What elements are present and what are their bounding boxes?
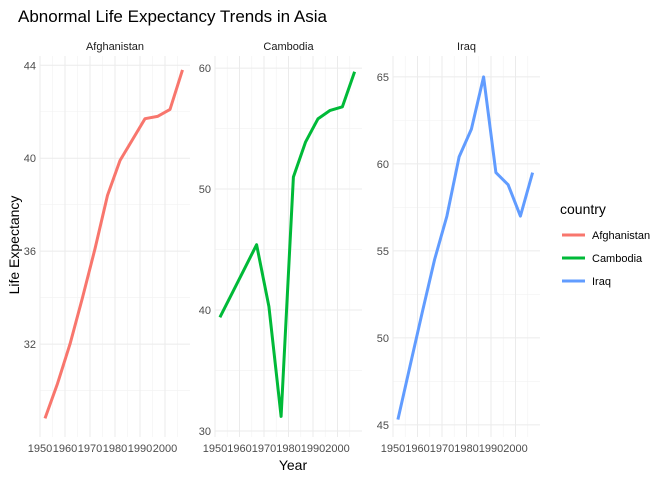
x-tick-label: 1970 [430, 443, 454, 455]
x-tick-label: 1950 [28, 443, 52, 455]
x-tick-label: 2000 [325, 443, 349, 455]
x-tick-label: 2000 [503, 443, 527, 455]
x-axis-label: Year [279, 457, 308, 473]
x-tick-label: 1950 [203, 443, 227, 455]
y-tick-label: 60 [377, 159, 389, 171]
x-tick-label: 1960 [53, 443, 77, 455]
y-tick-label: 55 [377, 246, 389, 258]
y-tick-label: 32 [24, 339, 36, 351]
series-line-cambodia [218, 71, 357, 418]
x-tick-label: 1970 [252, 443, 276, 455]
y-tick-label: 50 [377, 333, 389, 345]
y-tick-label: 30 [199, 426, 211, 438]
legend-title: country [560, 201, 606, 217]
panel-cambodia: 1950 1960 1970 1980 1990 2000 30 40 50 60 Cambodia [199, 41, 362, 455]
facet-label: Afghanistan [86, 41, 144, 53]
legend-item: Iraq [562, 276, 611, 288]
y-tick-label: 60 [199, 63, 211, 75]
x-tick-label: 1980 [103, 443, 127, 455]
legend-label: Iraq [592, 276, 611, 288]
x-tick-label: 1960 [405, 443, 429, 455]
y-axis-label: Life Expectancy [6, 196, 22, 295]
x-tick-label: 1990 [301, 443, 325, 455]
facet-label: Cambodia [263, 41, 314, 53]
y-tick-label: 65 [377, 72, 389, 84]
x-tick-label: 1950 [381, 443, 405, 455]
x-tick-label: 2000 [153, 443, 177, 455]
series-line-afghanistan [43, 69, 184, 419]
legend-label: Afghanistan [592, 230, 650, 242]
x-tick-label: 1960 [227, 443, 251, 455]
y-tick-label: 40 [199, 305, 211, 317]
legend-item: Cambodia [562, 253, 643, 265]
y-tick-label: 44 [24, 60, 36, 72]
x-tick-label: 1980 [276, 443, 300, 455]
facet-panels: 1950 1960 1970 1980 1990 200032364044Afghanis… [24, 41, 540, 455]
y-tick-label: 36 [24, 246, 36, 258]
panel-afghanistan: 1950 1960 1970 1980 1990 2000 32 36 40 44 Afghanis… [24, 41, 190, 455]
y-tick-label: 45 [377, 420, 389, 432]
y-tick-label: 40 [24, 153, 36, 165]
legend: country Afghanistan Cambodia Iraq [560, 201, 650, 288]
panel-iraq: 1950 1960 1970 1980 1990 2000 45 50 55 60 65 Iraq [377, 41, 540, 455]
facet-label: Iraq [457, 41, 476, 53]
chart-title: Abnormal Life Expectancy Trends in Asia [18, 7, 328, 26]
series-line-iraq [396, 75, 535, 420]
x-tick-label: 1980 [454, 443, 478, 455]
x-tick-label: 1990 [479, 443, 503, 455]
legend-label: Cambodia [592, 253, 643, 265]
legend-item: Afghanistan [562, 230, 650, 242]
x-tick-label: 1990 [128, 443, 152, 455]
x-tick-label: 1970 [78, 443, 102, 455]
y-tick-label: 50 [199, 184, 211, 196]
